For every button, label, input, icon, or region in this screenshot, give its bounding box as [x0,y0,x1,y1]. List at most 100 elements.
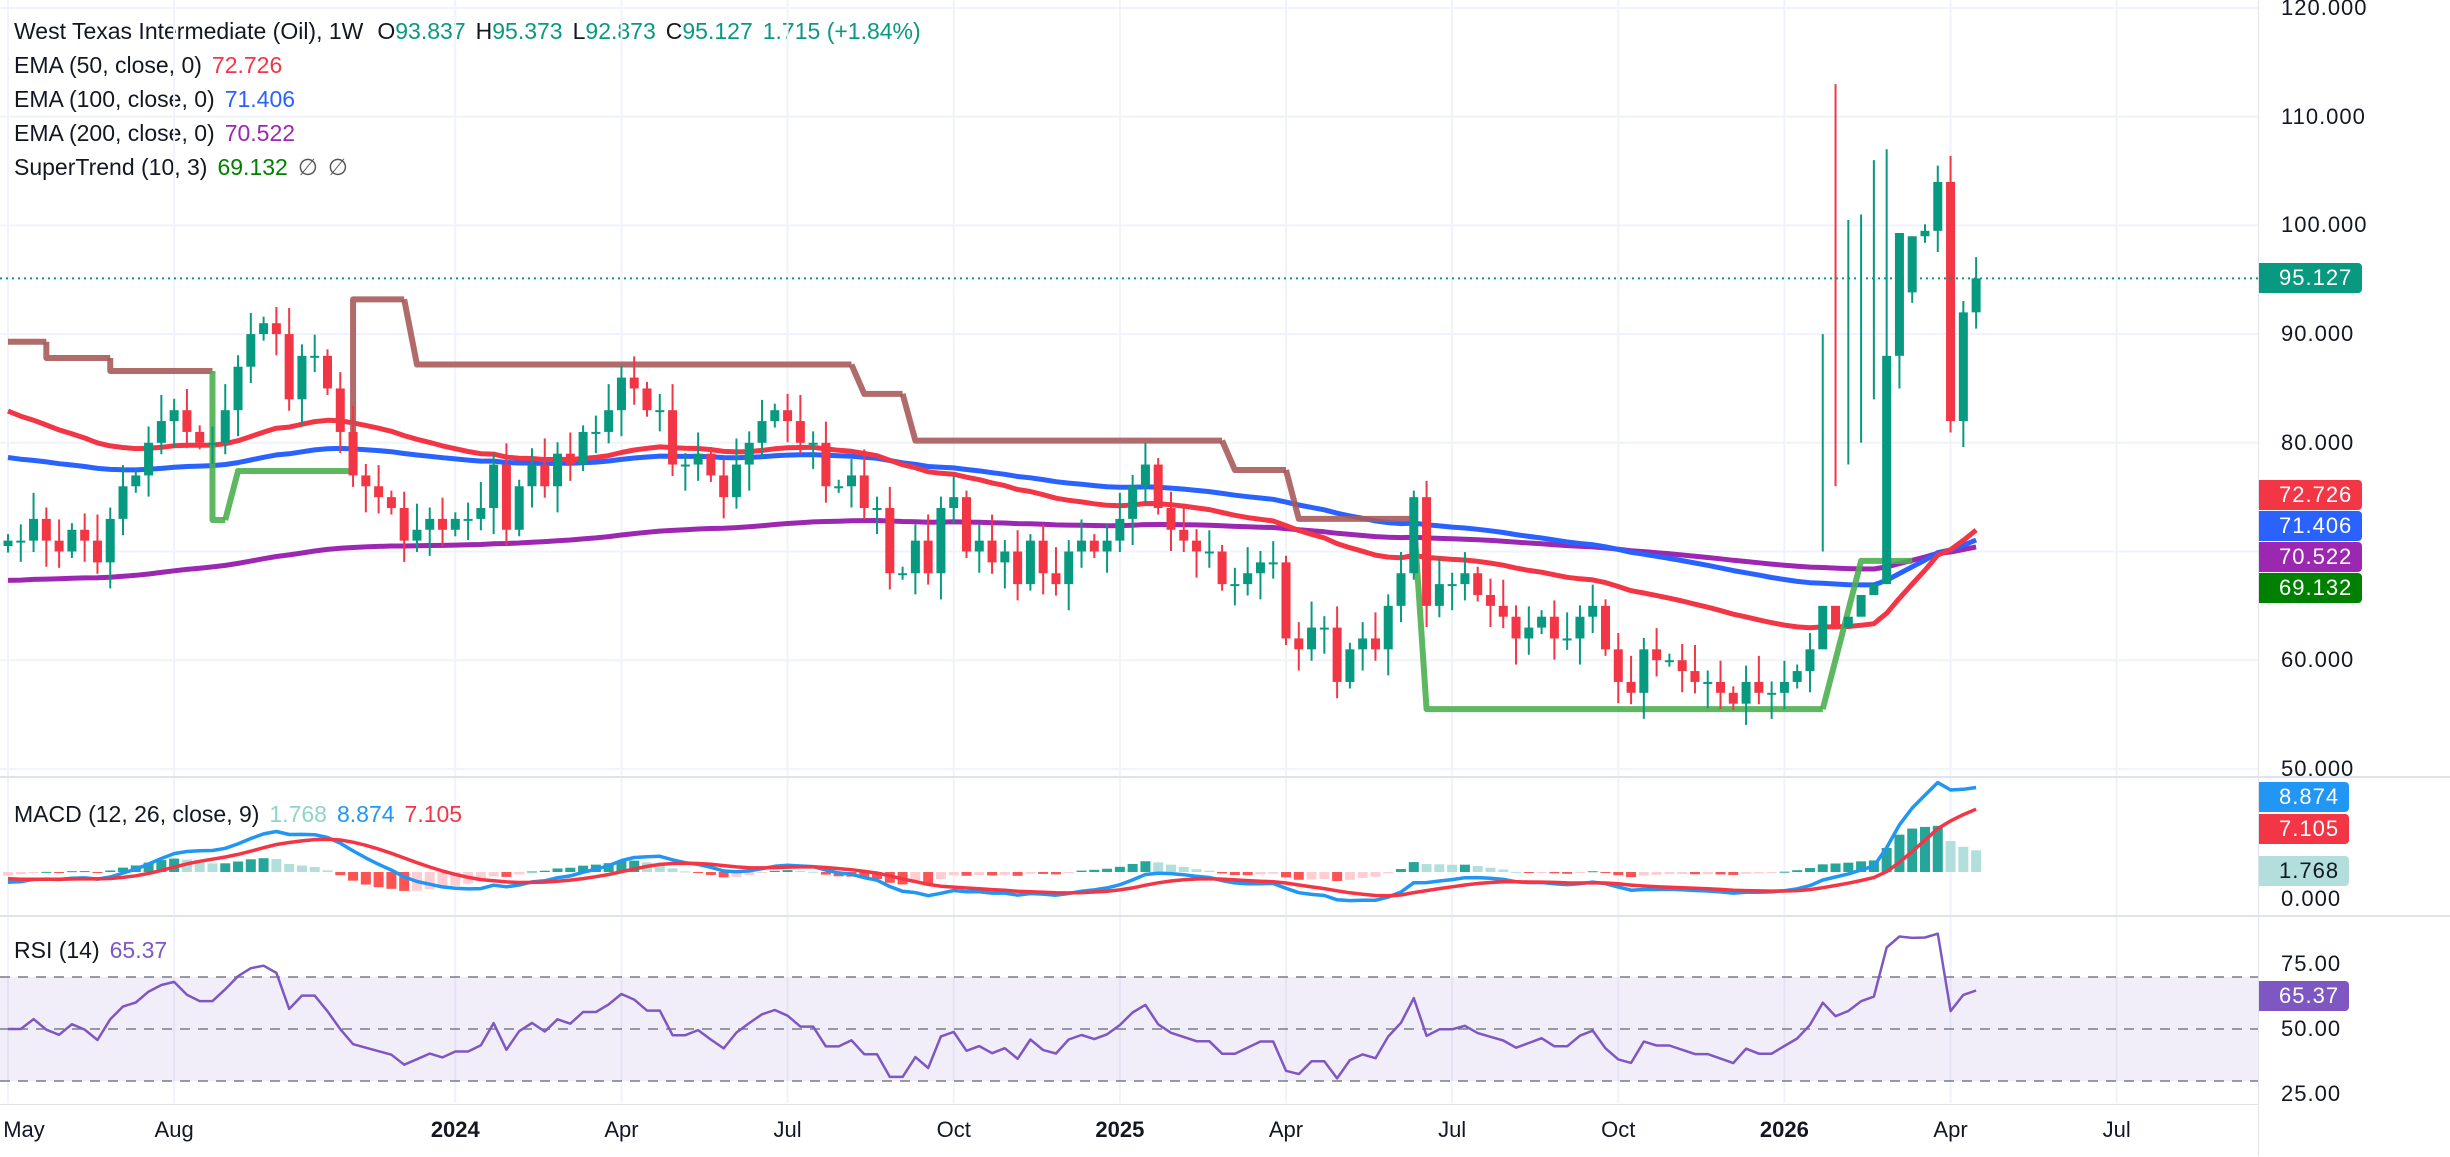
macd-histogram-bar [399,872,410,891]
ema200-label: EMA (200, close, 0) [14,120,215,146]
candle-down [1626,681,1636,693]
macd-histogram-bar [1741,872,1752,874]
macd-histogram-bar [309,867,320,872]
candle-down [1754,681,1764,693]
rsi-chart[interactable] [0,917,2258,1103]
ema100-legend[interactable]: EMA (100, close, 0) 71.406 [14,82,931,116]
candle-down [1179,529,1189,541]
macd-histogram-bar [578,865,589,872]
price-axis-label: 80.000 [2281,429,2355,455]
macd-histogram-bar [552,868,563,872]
macd-histogram-bar [757,872,768,873]
price-chart[interactable] [0,0,2258,776]
candle-up [1128,486,1138,519]
macd-histogram-bar [1050,872,1061,875]
pane-divider[interactable] [0,776,2450,778]
candle-up [1894,233,1904,356]
candle-up [527,464,537,487]
supertrend-up-segment [209,371,226,523]
supertrend-label: SuperTrend (10, 3) [14,154,208,180]
candle-down [795,421,805,443]
macd-histogram-bar [1920,826,1930,872]
high-value: 95.373 [492,18,563,44]
candle-down [1217,551,1227,585]
macd-histogram-bar [245,859,256,872]
macd-histogram-bar [1651,872,1662,875]
supertrend-price-tag: 69.132 [2259,572,2363,603]
time-axis-label: Jul [2102,1117,2131,1142]
ema200-value: 70.522 [224,120,296,146]
candle-down [668,410,678,465]
supertrend-value: 69.132 [217,154,288,180]
candle-up [1255,562,1265,574]
candle-up [1115,518,1125,541]
price-axis[interactable]: 95.127 72.726 71.406 70.522 69.132 8.874 7.105… [2258,0,2450,1156]
macd-chart[interactable] [0,778,2258,915]
ema50-legend[interactable]: EMA (50, close, 0) 72.726 [14,48,931,82]
time-axis-label: 2026 [1759,1117,1809,1142]
macd-legend[interactable]: MACD (12, 26, close, 9) 1.768 8.874 7.105 [14,797,472,831]
candle-down [629,377,639,389]
candle-up [1345,649,1355,682]
macd-histogram-bar [1076,870,1087,872]
macd-histogram-bar [1281,872,1291,878]
macd-histogram-bar [1971,850,1982,872]
macd-histogram-bar [1472,866,1483,872]
rsi-axis-label: 75.00 [2281,951,2342,976]
candle-up [144,442,154,476]
macd-histogram-bar [169,858,180,872]
candle-down [1831,605,1841,628]
macd-histogram-bar [923,872,934,884]
macd-histogram-bar [526,871,537,873]
macd-histogram-bar [1012,872,1023,876]
candle-up [1204,551,1214,554]
macd-histogram-bar [1383,872,1394,874]
macd-histogram-bar [258,858,269,872]
time-axis-label: Jul [1438,1117,1467,1142]
candle-down [374,486,384,498]
candle-down [386,497,396,509]
macd-hist-value: 1.768 [269,801,327,827]
macd-histogram-bar [872,872,883,880]
macd-histogram-bar [1421,864,1432,872]
last-price-tag: 95.127 [2259,263,2363,294]
candle-up [1524,627,1534,639]
candle-up [1077,540,1087,552]
macd-histogram-bar [1702,872,1713,875]
candle-up [757,421,767,443]
supertrend-down-segment [899,393,1223,444]
supertrend-down-segment [107,358,213,375]
ema200-legend[interactable]: EMA (200, close, 0) 70.522 [14,116,931,150]
candle-up [1792,671,1802,682]
candle-up [1843,616,1853,628]
pane-divider[interactable] [0,915,2450,917]
candle-up [731,464,741,498]
candle-down [1281,562,1291,639]
rsi-legend[interactable]: RSI (14) 65.37 [14,933,177,967]
candle-up [1856,594,1866,617]
candle-up [220,410,230,443]
macd-histogram-bar [220,863,231,872]
candle-down [182,410,192,432]
supertrend-down-segment [848,363,903,397]
candle-up [949,497,959,509]
open-label: O [377,18,396,44]
ema200-price-tag: 70.522 [2259,541,2363,572]
macd-histogram-bar [1843,862,1854,872]
macd-histogram-bar [233,861,244,872]
candle-up [1562,638,1572,641]
candle-up [1818,605,1828,650]
symbol-title[interactable]: West Texas Intermediate (Oil), 1W [14,18,364,44]
supertrend-down-segment [1283,469,1414,522]
supertrend-legend[interactable]: SuperTrend (10, 3) 69.132 ∅ ∅ [14,150,931,184]
rsi-axis-label: 50.00 [2281,1016,2342,1041]
time-axis[interactable]: May Aug 2024 Apr Jul Oct 2025 Apr Jul Oct 2026 Apr J… [0,1104,2258,1157]
macd-histogram-bar [1242,872,1253,876]
candle-up [808,442,818,445]
candle-up [1767,692,1777,695]
supertrend-down-segment [350,296,405,472]
macd-histogram-bar [1562,872,1573,874]
macd-histogram-bar [693,872,704,873]
macd-histogram-bar [79,871,90,873]
candle-down [323,355,332,389]
